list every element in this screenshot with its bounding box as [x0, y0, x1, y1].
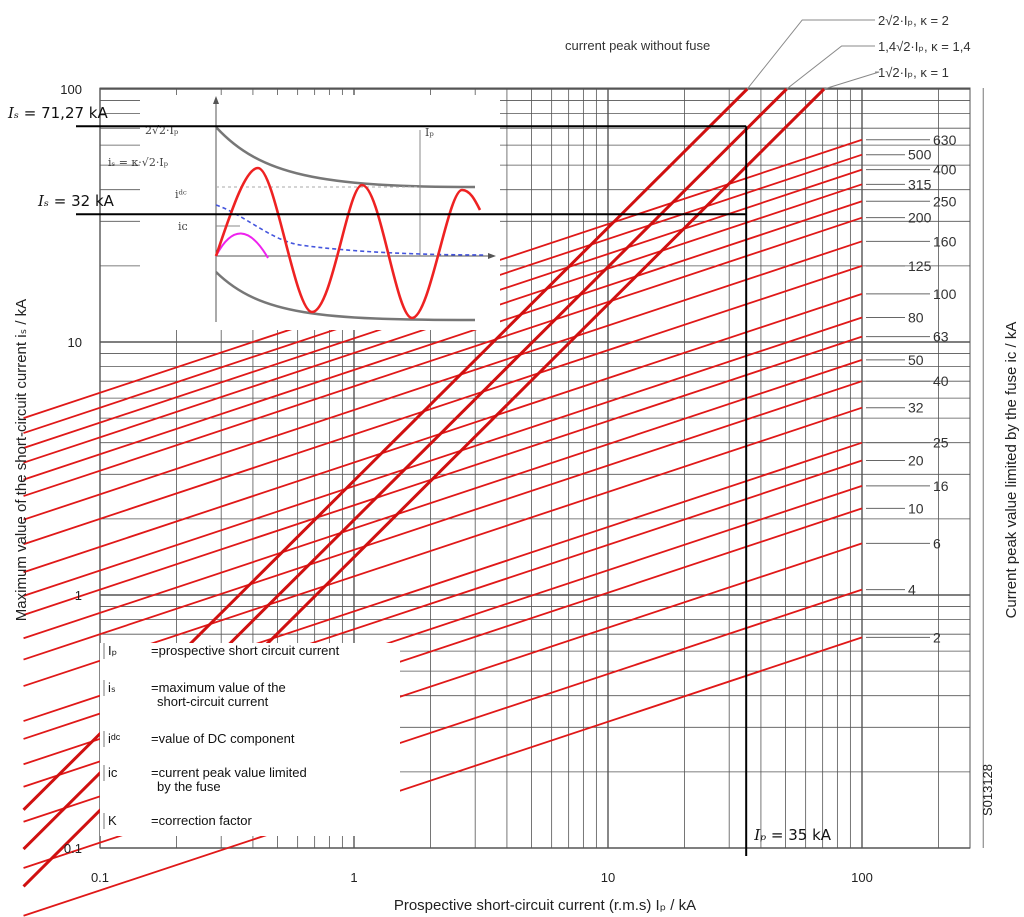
- fuse-rating-label-16: 16: [933, 478, 949, 494]
- legend-symbol-4: iᴄ: [108, 765, 118, 780]
- peak-leader-1: [746, 19, 875, 90]
- y-tick-label: 100: [60, 82, 82, 97]
- fuse-rating-label-125: 125: [908, 258, 932, 274]
- legend-text-4: =current peak value limited: [151, 765, 307, 780]
- peak-leader-3: [823, 71, 880, 90]
- legend-text-1: =prospective short circuit current: [151, 643, 340, 658]
- x-tick-label: 1: [350, 870, 357, 885]
- peak-caption: current peak without fuse: [565, 38, 710, 53]
- inset-label-2sqrt2-ip: 2√2·Iₚ: [145, 124, 179, 137]
- y-axis-label-left: Maximum value of the short-circuit curre…: [13, 299, 30, 621]
- legend-symbol-5: K: [108, 813, 117, 828]
- inset-label-is: iₛ = κ·√2·Iₚ: [108, 156, 169, 169]
- fuse-rating-label-100: 100: [933, 286, 957, 302]
- fuse-rating-label-32: 32: [908, 400, 924, 416]
- y-axis-label-right: Current peak value limited by the fuse i…: [1003, 322, 1020, 619]
- legend-text-2: =maximum value of the: [151, 680, 286, 695]
- fuse-rating-label-6: 6: [933, 535, 941, 551]
- fuse-curve-32: [23, 406, 863, 687]
- fuse-rating-label-250: 250: [933, 193, 957, 209]
- axes-text: 0.1 1 10 100 0.1 1 10 100 Prospective short-circ…: [13, 82, 1020, 914]
- legend-symbol-1: Iₚ: [108, 643, 117, 658]
- annotation-label-2: Iₛ = 32 kA: [37, 192, 115, 210]
- fuse-rating-label-2: 2: [933, 629, 941, 645]
- legend-text-2: short-circuit current: [157, 694, 269, 709]
- legend-text-4: by the fuse: [157, 779, 221, 794]
- fuse-rating-label-200: 200: [908, 210, 932, 226]
- fuse-rating-label-10: 10: [908, 500, 924, 516]
- inset-label-idc: iᵈᶜ: [175, 188, 187, 201]
- figure-code: S013128: [980, 764, 995, 816]
- legend-text-3: =value of DC component: [151, 731, 295, 746]
- annotation-label-3: Iₚ = 35 kA: [753, 826, 832, 844]
- fuse-rating-label-500: 500: [908, 147, 932, 163]
- peak-leader-2: [786, 45, 875, 90]
- inset-label-ip: Iₚ: [425, 126, 434, 139]
- inset-waveform: 2√2·Iₚ iₛ = κ·√2·Iₚ iᵈᶜ iᴄ Iₚ: [108, 95, 500, 330]
- fuse-rating-label-50: 50: [908, 352, 924, 368]
- y-tick-label: 0.1: [64, 841, 82, 856]
- legend-text-5: =correction factor: [151, 813, 252, 828]
- fuse-curve-80: [23, 316, 863, 597]
- legend-symbol-3: iᵈᶜ: [108, 731, 121, 746]
- fuse-rating-label-63: 63: [933, 329, 949, 345]
- fuse-rating-label-160: 160: [933, 233, 957, 249]
- fuse-curve-50: [23, 359, 863, 640]
- fuse-rating-label-630: 630: [933, 132, 957, 148]
- peak-label-3: 1√2·Iₚ, κ = 1: [878, 65, 949, 80]
- fuse-rating-label-315: 315: [908, 176, 932, 192]
- y-tick-label: 1: [75, 588, 82, 603]
- fuse-curve-160: [23, 240, 863, 521]
- x-tick-label: 0.1: [91, 870, 109, 885]
- fuse-curve-125: [23, 264, 863, 546]
- x-tick-label: 100: [851, 870, 873, 885]
- legend-symbol-2: iₛ: [108, 680, 116, 695]
- annotations: Iₛ = 71,27 kA Iₛ = 32 kA Iₚ = 35 kA: [7, 104, 832, 856]
- fuse-rating-label-20: 20: [908, 453, 924, 469]
- y-tick-label: 10: [68, 335, 82, 350]
- fuse-curve-40: [23, 380, 863, 661]
- fuse-curve-63: [23, 335, 863, 616]
- fuse-rating-label-400: 400: [933, 162, 957, 178]
- fuse-curve-200: [23, 216, 863, 497]
- fuse-rating-label-25: 25: [933, 435, 949, 451]
- fuse-curve-250: [23, 200, 863, 481]
- peak-label-1: 2√2·Iₚ, κ = 2: [878, 13, 949, 28]
- peak-label-2: 1,4√2·Iₚ, κ = 1,4: [878, 39, 971, 54]
- x-tick-label: 10: [601, 870, 615, 885]
- fuse-rating-label-4: 4: [908, 582, 916, 598]
- inset-label-ic: iᴄ: [178, 220, 188, 233]
- fuse-curve-2: [23, 636, 863, 917]
- x-axis-label: Prospective short-circuit current (r.m.s…: [394, 897, 696, 914]
- fuse-rating-label-40: 40: [933, 373, 949, 389]
- fuse-rating-label-80: 80: [908, 309, 924, 325]
- annotation-label-1: Iₛ = 71,27 kA: [7, 104, 108, 122]
- legend: Iₚ =prospective short circuit current iₛ =m…: [100, 643, 400, 836]
